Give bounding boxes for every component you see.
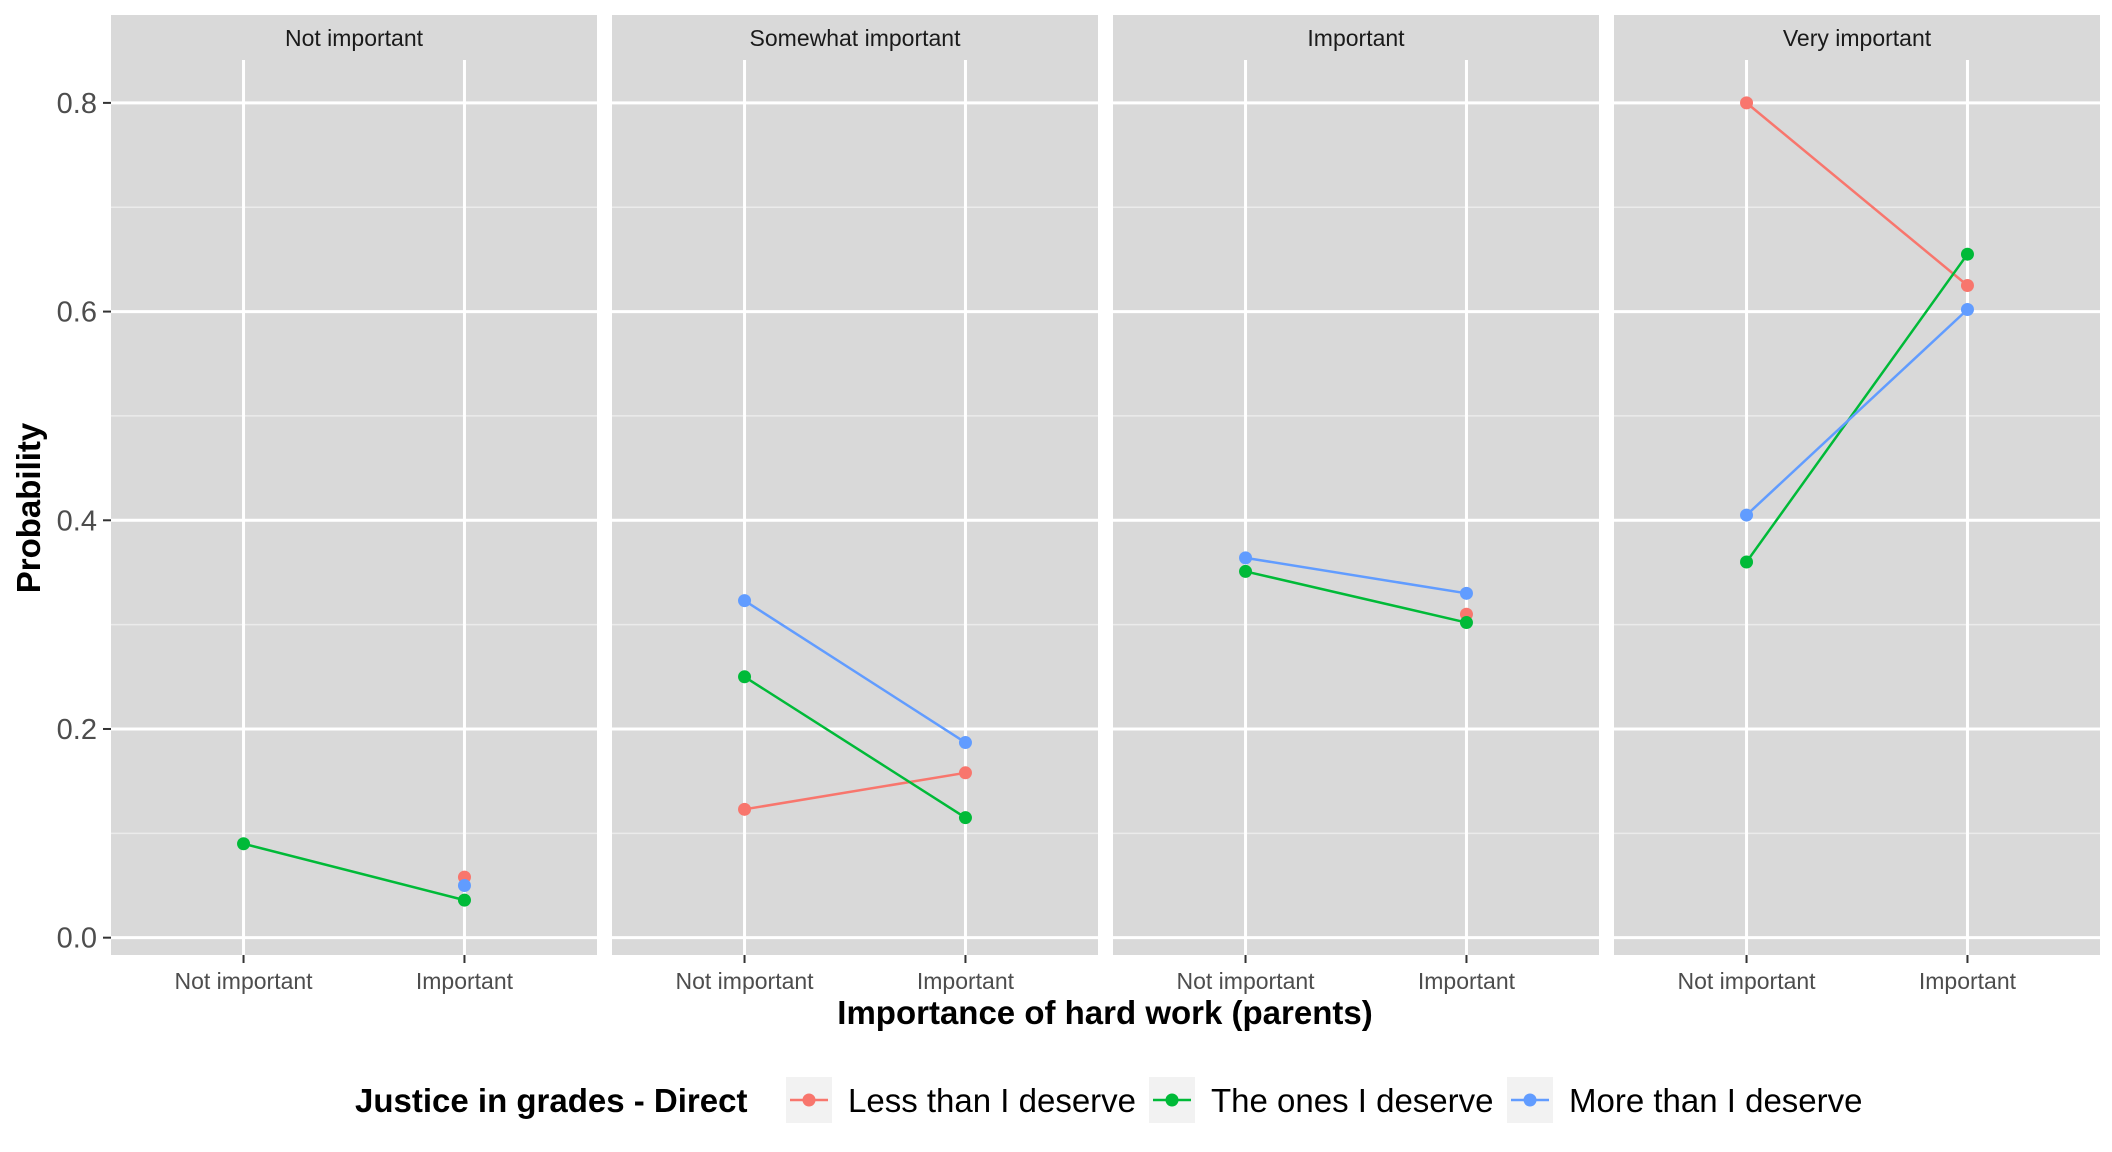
panel-background [612, 60, 1098, 955]
series-line [243, 842, 465, 902]
panel-important: Important Not important Important [1113, 15, 1599, 994]
series-line [743, 675, 967, 819]
legend-label: More than I deserve [1569, 1082, 1863, 1119]
data-point [958, 766, 972, 780]
data-point [457, 879, 471, 893]
x-tick-label: Important [917, 968, 1015, 994]
series-line [1745, 308, 1969, 516]
data-point [738, 802, 752, 816]
y-tick-label: 0.8 [57, 88, 97, 120]
data-point [1459, 616, 1473, 630]
legend-item: The ones I deserve [1149, 1077, 1494, 1123]
data-point [958, 736, 972, 750]
legend-item: More than I deserve [1507, 1077, 1863, 1123]
series-line [743, 599, 967, 744]
panel-background [111, 60, 597, 955]
data-point [237, 837, 251, 851]
y-axis-title: Probability [10, 422, 47, 593]
x-tick-label: Not important [175, 968, 314, 994]
data-point [1239, 564, 1253, 578]
x-tick-label: Not important [1678, 968, 1817, 994]
legend-key-point [1523, 1093, 1537, 1107]
facet-strip-label: Somewhat important [750, 25, 962, 51]
data-point [1960, 302, 1974, 316]
y-tick-label: 0.2 [57, 714, 97, 746]
x-tick-label: Important [1418, 968, 1516, 994]
legend: Justice in grades - Direct Less than I d… [355, 1077, 1863, 1123]
data-point [1239, 551, 1253, 565]
legend-item: Less than I deserve [786, 1077, 1136, 1123]
legend-key-point [1165, 1093, 1179, 1107]
panel-very-important: Very important Not important Important [1614, 15, 2100, 994]
legend-key-point [802, 1093, 816, 1107]
legend-label: Less than I deserve [848, 1082, 1136, 1119]
series-line [1245, 556, 1467, 595]
series-line [1745, 101, 1969, 287]
panel-not-important: Not important Not important Important [111, 15, 597, 994]
panel-somewhat-important: Somewhat important Not important Important [612, 15, 1098, 994]
panel-background [1113, 60, 1599, 955]
data-point [1740, 96, 1754, 110]
facet-strip [111, 15, 597, 60]
data-point [738, 670, 752, 684]
data-point [1960, 278, 1974, 292]
y-tick-label: 0.4 [57, 505, 97, 537]
x-tick-label: Important [1919, 968, 2017, 994]
y-tick-label: 0.6 [57, 297, 97, 329]
y-tick-label: 0.0 [57, 923, 97, 955]
data-point [1740, 555, 1754, 569]
legend-label: The ones I deserve [1211, 1082, 1494, 1119]
data-point [1960, 247, 1974, 261]
data-point [738, 594, 752, 608]
series-line [744, 771, 966, 811]
data-point [1740, 508, 1754, 522]
y-axis: 0.0 0.2 0.4 0.6 0.8 [57, 88, 111, 955]
facet-strip [612, 15, 1098, 60]
facet-strip-label: Not important [285, 25, 424, 51]
facet-strip-label: Important [1307, 25, 1405, 51]
data-point [1459, 586, 1473, 600]
x-tick-label: Important [416, 968, 514, 994]
data-point [457, 893, 471, 907]
panel-background [1614, 60, 2100, 955]
series-line [1745, 253, 1969, 563]
series-line [1245, 570, 1467, 624]
facet-strip [1614, 15, 2100, 60]
x-tick-label: Not important [1177, 968, 1316, 994]
x-axis-title: Importance of hard work (parents) [837, 994, 1372, 1031]
data-point [958, 811, 972, 825]
facet-strip-label: Very important [1783, 25, 1932, 51]
facet-strip [1113, 15, 1599, 60]
legend-title: Justice in grades - Direct [355, 1082, 747, 1119]
x-tick-label: Not important [676, 968, 815, 994]
